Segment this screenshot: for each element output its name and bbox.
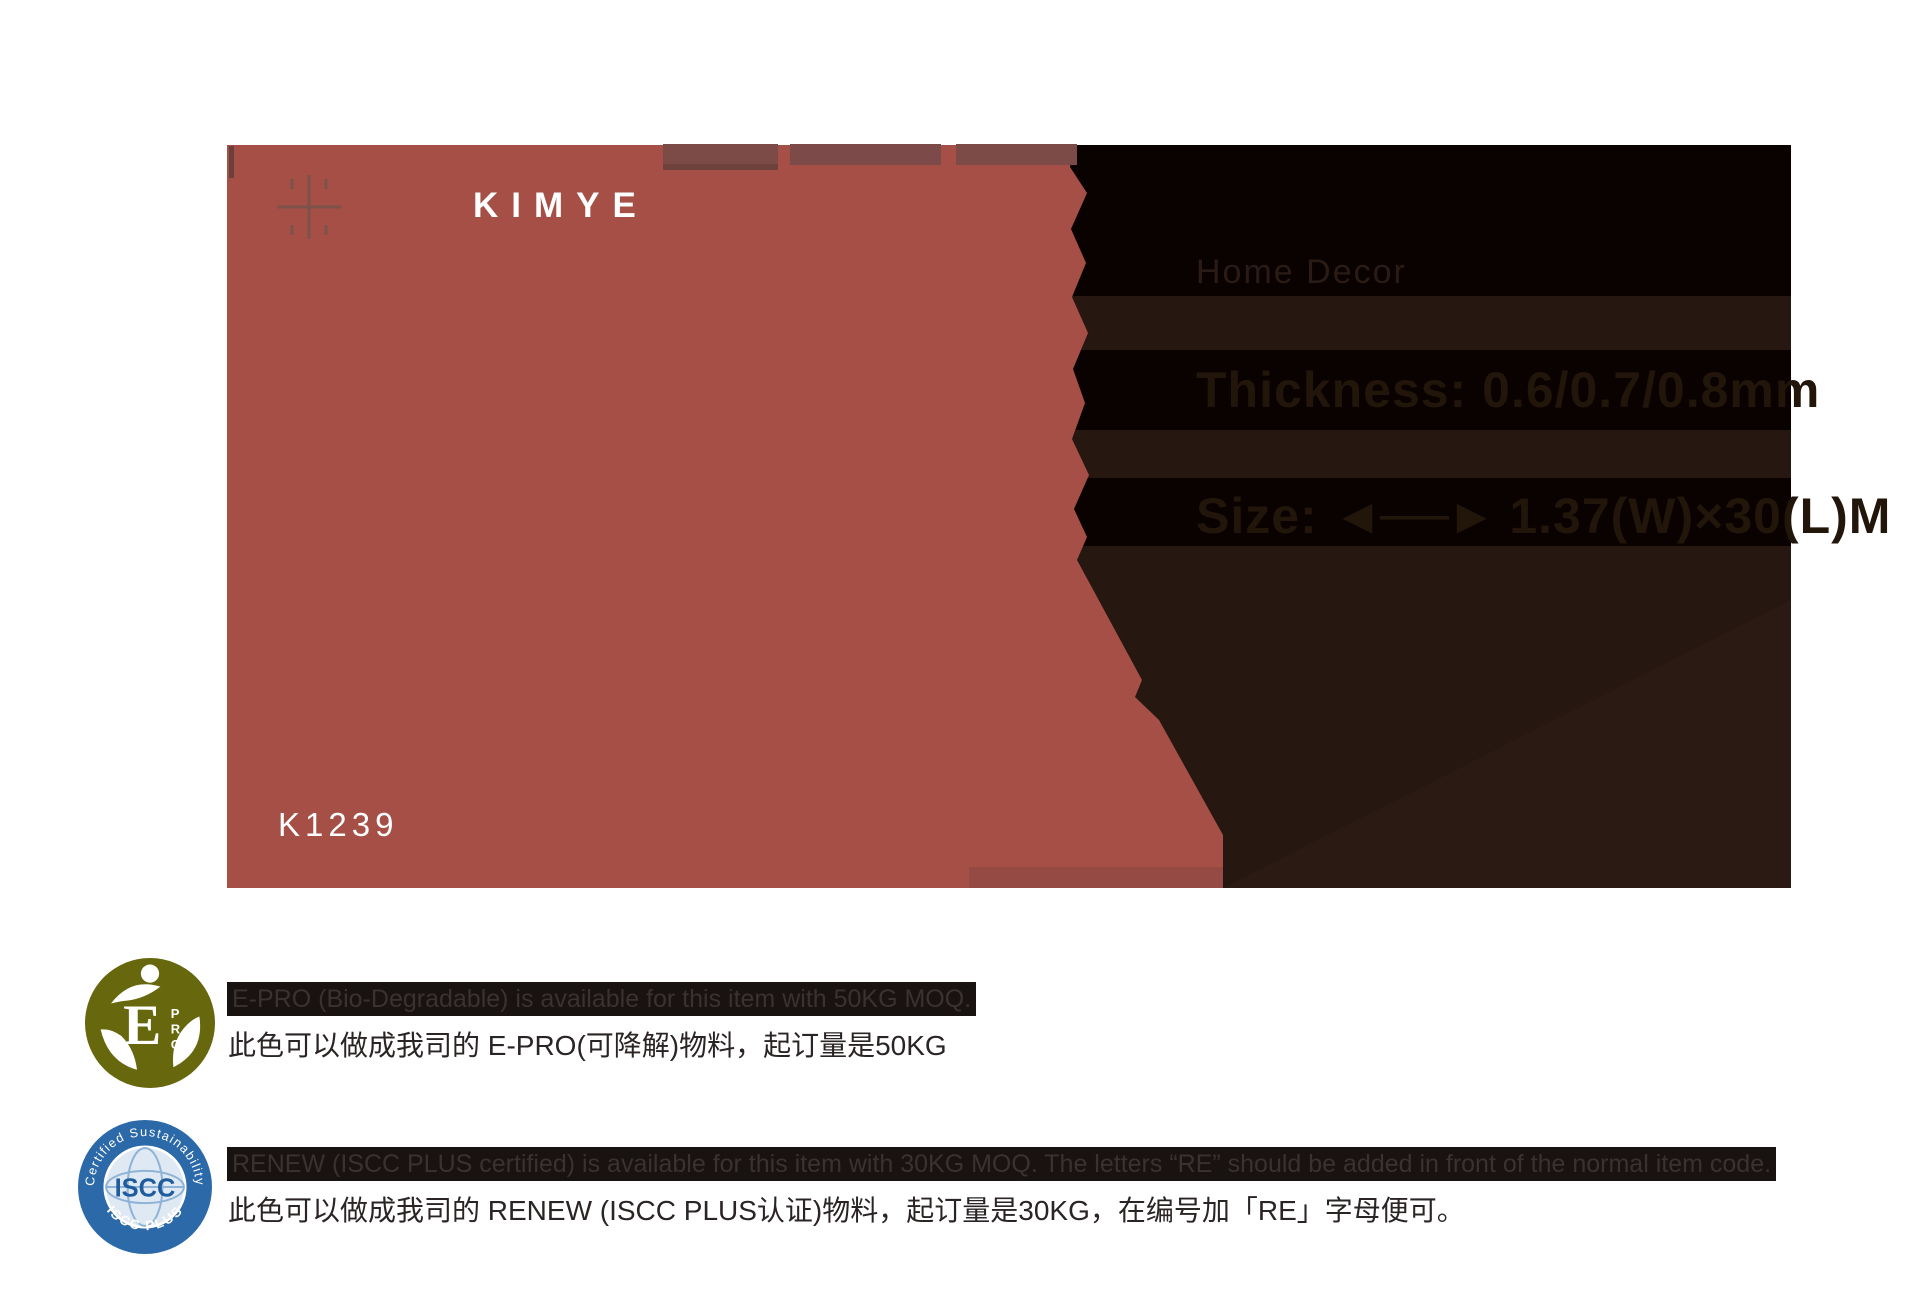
registration-cross-icon xyxy=(277,175,341,239)
panel-thickness-band xyxy=(1047,350,1791,430)
note-renew-en: RENEW (ISCC PLUS certified) is available… xyxy=(227,1147,1777,1181)
leather-swatch: KIMYE K1239 xyxy=(227,145,1223,888)
panel-top-block xyxy=(1047,145,1791,296)
tape-strip xyxy=(663,144,778,165)
svg-text:P: P xyxy=(171,1006,180,1021)
tape-strip xyxy=(956,144,1077,165)
svg-text:E: E xyxy=(123,994,161,1057)
note-epro-zh: 此色可以做成我司的 E-PRO(可降解)物料，起订量是50KG xyxy=(228,1030,947,1061)
panel-size-band xyxy=(1047,478,1791,546)
tape-strip xyxy=(229,146,234,178)
note-epro-en: E-PRO (Bio-Degradable) is available for … xyxy=(227,982,977,1016)
spec-size-label: Size: xyxy=(1196,488,1318,544)
e-pro-logo: E P R O xyxy=(85,958,215,1088)
svg-text:ISCC: ISCC xyxy=(115,1174,176,1202)
size-dimension-arrow-icon: ◄──► xyxy=(1332,488,1497,544)
svg-text:R: R xyxy=(171,1021,181,1036)
tape-strip-shadow xyxy=(663,164,778,170)
spec-size: Size: ◄──► 1.37(W)×30(L)M xyxy=(1196,487,1891,545)
tape-strip-bottom xyxy=(969,867,1223,888)
item-code: K1239 xyxy=(278,806,399,843)
color-card: Home Decor Thickness: 0.6/0.7/0.8mm Size… xyxy=(227,144,1890,888)
spec-thickness: Thickness: 0.6/0.7/0.8mm xyxy=(1196,362,1821,418)
spec-size-value: 1.37(W)×30(L)M xyxy=(1509,488,1892,544)
spec-application: Home Decor xyxy=(1196,253,1407,291)
tape-strip xyxy=(790,144,941,165)
svg-text:O: O xyxy=(171,1037,181,1052)
panel-fold-shadow xyxy=(1223,600,1791,888)
brand-logo: KIMYE xyxy=(473,186,649,225)
note-renew-zh: 此色可以做成我司的 RENEW (ISCC PLUS认证)物料，起订量是30KG… xyxy=(228,1195,1465,1226)
iscc-logo: ISCC Certified Sustainability ISCC PLUS xyxy=(78,1120,212,1254)
